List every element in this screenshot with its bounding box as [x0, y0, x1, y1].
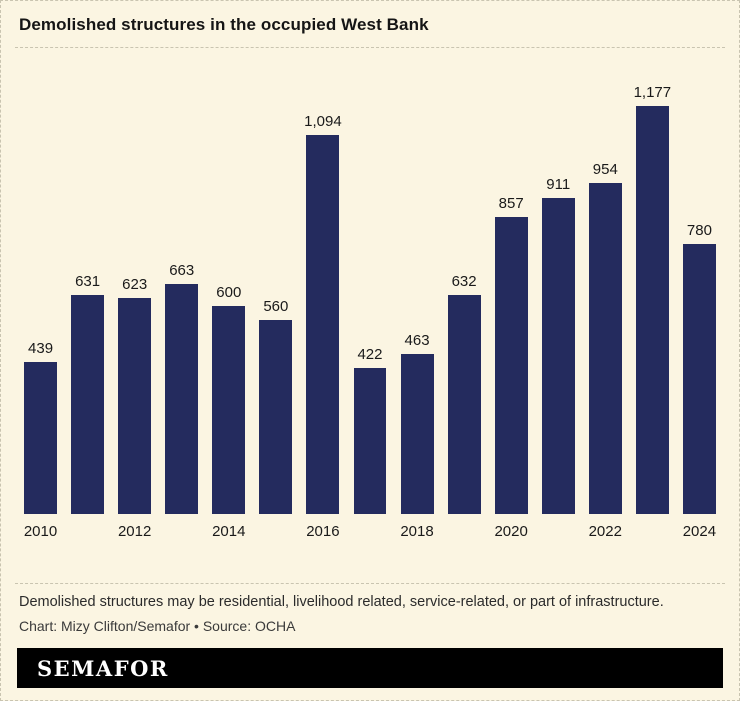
x-axis-tick: 2022 — [588, 523, 622, 540]
bar — [541, 198, 575, 514]
x-axis-tick — [252, 523, 299, 540]
x-axis-tick — [346, 523, 393, 540]
bar — [494, 217, 528, 514]
bar-slot: 439 — [17, 340, 64, 514]
bar — [118, 298, 152, 514]
x-axis-tick: 2014 — [212, 523, 246, 540]
bar-value-label: 1,094 — [304, 113, 342, 130]
bar — [682, 244, 716, 514]
x-axis-tick — [629, 523, 676, 540]
bar — [635, 106, 669, 514]
bar-slot: 623 — [111, 276, 158, 514]
bar-value-label: 632 — [451, 273, 477, 290]
bar — [212, 306, 246, 514]
bar-slot: 631 — [64, 273, 111, 514]
bar-slot: 780 — [676, 222, 723, 514]
bar-slot: 600 — [205, 284, 252, 514]
bar-chart: 439 631 623 663 600 560 1,094 422 463 632 857 911 95… — [15, 62, 725, 514]
footer-separator — [15, 583, 725, 584]
bar — [24, 362, 57, 514]
bar-value-label: 663 — [169, 262, 195, 279]
brand-banner: SEMAFOR — [17, 648, 723, 688]
bar-slot: 911 — [535, 176, 582, 514]
bar-value-label: 780 — [686, 222, 712, 239]
bar-value-label: 911 — [546, 176, 571, 193]
bar-slot: 1,094 — [299, 113, 346, 514]
bar — [71, 295, 105, 514]
x-axis-tick: 2010 — [23, 523, 58, 540]
footnote-block: Demolished structures may be residential… — [15, 572, 725, 648]
chart-title: Demolished structures in the occupied We… — [19, 15, 429, 34]
x-axis-tick: 2024 — [682, 523, 717, 540]
bar — [165, 284, 199, 514]
bar-value-label: 631 — [75, 273, 101, 290]
chart-footnote: Demolished structures may be residential… — [19, 594, 664, 610]
x-axis-tick — [441, 523, 488, 540]
x-axis-tick: 2012 — [117, 523, 152, 540]
bar-slot: 1,177 — [629, 84, 676, 514]
chart-credit: Chart: Mizy Clifton/Semafor • Source: OC… — [19, 618, 296, 634]
x-axis-tick — [535, 523, 582, 540]
bar-slot: 422 — [346, 346, 393, 514]
bar — [588, 183, 622, 514]
bar-value-label: 857 — [498, 195, 524, 212]
bar — [259, 320, 293, 514]
bar — [447, 295, 481, 514]
bar-value-label: 623 — [122, 276, 148, 293]
bar-value-label: 600 — [216, 284, 242, 301]
bar-slot: 632 — [441, 273, 488, 514]
bar-slot: 663 — [158, 262, 205, 514]
bar — [353, 368, 387, 514]
bar-slot: 560 — [252, 298, 299, 514]
semafor-logo: SEMAFOR — [37, 655, 169, 681]
x-axis-tick: 2018 — [400, 523, 434, 540]
bar-slot: 954 — [582, 161, 629, 514]
bar-value-label: 1,177 — [633, 84, 672, 101]
bar-value-label: 463 — [404, 332, 430, 349]
title-separator — [15, 47, 725, 48]
x-axis-tick — [64, 523, 111, 540]
bar-value-label: 439 — [28, 340, 54, 357]
x-axis-tick: 2016 — [306, 523, 340, 540]
bar — [400, 354, 434, 514]
bar-slot: 857 — [488, 195, 535, 514]
bar-value-label: 954 — [592, 161, 618, 178]
bar-slot: 463 — [394, 332, 441, 514]
bar — [306, 135, 340, 514]
bar-value-label: 560 — [263, 298, 289, 315]
x-axis-tick — [158, 523, 205, 540]
x-axis-tick: 2020 — [494, 523, 528, 540]
bar-value-label: 422 — [357, 346, 383, 363]
x-axis: 2010 2012 2014 2016 2018 2020 2022 2024 — [15, 523, 725, 540]
